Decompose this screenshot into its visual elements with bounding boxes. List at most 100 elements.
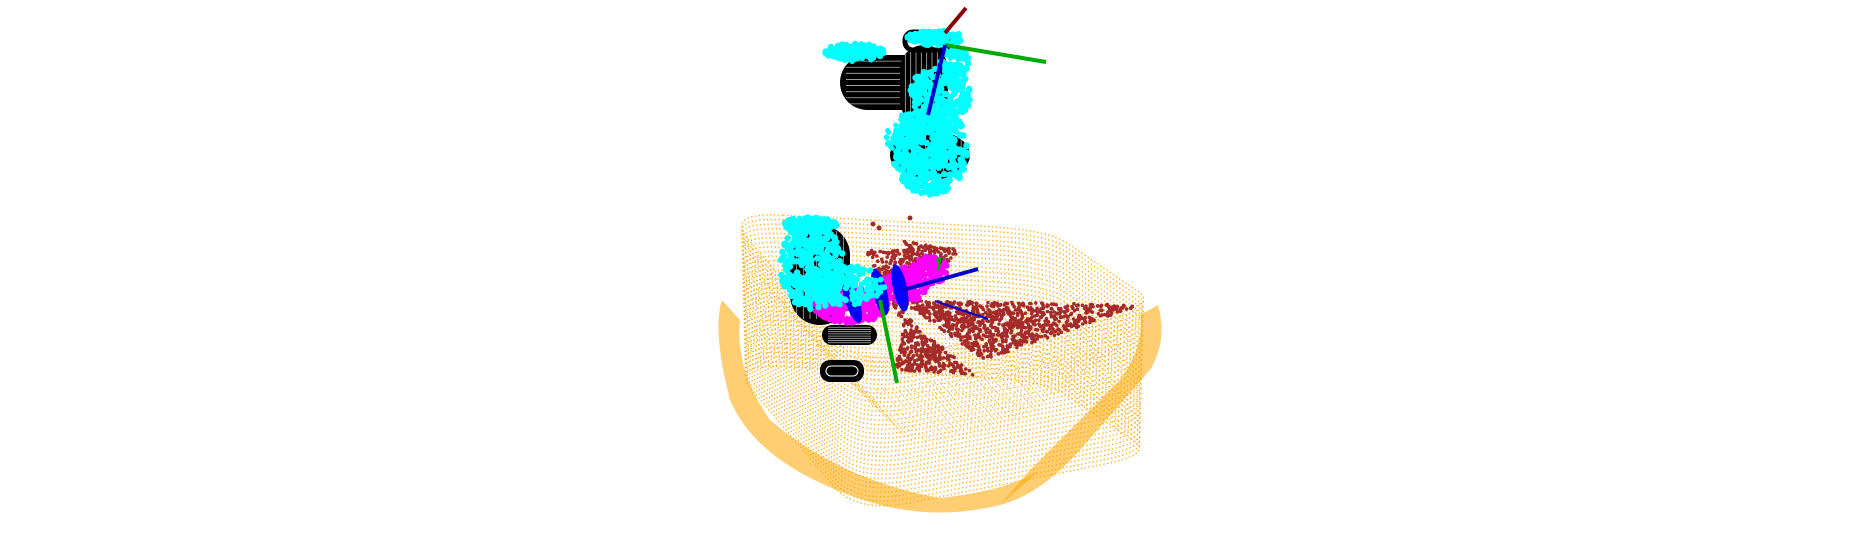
object-point — [916, 367, 921, 371]
contact-point — [921, 180, 929, 187]
object-point — [949, 256, 953, 260]
object-point — [1049, 330, 1054, 335]
object-point — [895, 248, 900, 253]
object-point — [927, 315, 932, 320]
object-point — [917, 245, 921, 250]
object-point — [1046, 322, 1050, 327]
contact-point — [781, 240, 788, 247]
fingertip-point — [831, 318, 838, 325]
object-point — [1039, 310, 1043, 315]
object-point — [1040, 301, 1044, 305]
contact-point — [912, 109, 918, 116]
object-point — [931, 343, 936, 347]
object-point — [963, 317, 968, 321]
object-point — [910, 252, 915, 257]
object-point — [992, 332, 996, 337]
contact-point — [852, 282, 859, 289]
contact-point — [901, 127, 907, 133]
object-point — [945, 312, 950, 316]
contact-point — [966, 85, 973, 93]
object-point — [915, 335, 920, 340]
object-point — [988, 310, 992, 314]
object-point — [1015, 311, 1020, 316]
object-point — [1106, 310, 1110, 314]
contact-point — [893, 127, 899, 133]
contact-point — [911, 118, 918, 124]
object-point — [1046, 319, 1051, 324]
fingertip-point — [887, 295, 894, 302]
contact-point — [893, 122, 899, 128]
contact-point — [911, 151, 918, 157]
object-point — [1047, 327, 1052, 331]
contact-point — [845, 47, 852, 54]
object-point — [961, 313, 966, 317]
contact-point — [917, 84, 925, 91]
contact-point — [886, 141, 892, 147]
object-point — [1023, 326, 1028, 330]
object-point — [941, 346, 945, 351]
object-point — [927, 347, 931, 352]
object-point — [946, 321, 951, 326]
object-point — [1000, 313, 1005, 318]
object-point — [1072, 308, 1077, 313]
object-point — [954, 360, 959, 365]
contact-point — [907, 153, 913, 160]
object-point — [1021, 302, 1025, 307]
upper-gripper-contact-points — [822, 27, 973, 198]
contact-point — [931, 155, 937, 161]
contact-point — [867, 43, 874, 50]
contact-point — [914, 158, 920, 165]
contact-point — [824, 253, 832, 260]
object-point — [932, 370, 936, 374]
object-point — [1008, 318, 1013, 323]
contact-point — [795, 228, 802, 235]
object-point — [1129, 305, 1134, 309]
object-point — [915, 353, 919, 357]
contact-point — [954, 109, 961, 116]
object-point — [915, 363, 920, 367]
contact-point — [820, 280, 827, 287]
contact-point — [822, 50, 829, 57]
object-point — [899, 344, 904, 349]
lower-gripper-axes — [878, 256, 989, 384]
contact-point — [796, 257, 804, 264]
object-point — [960, 342, 965, 346]
tray-wall-contour — [742, 273, 1143, 417]
contact-point — [819, 251, 826, 258]
contact-point — [905, 183, 912, 190]
object-point — [1030, 332, 1034, 336]
contact-point — [938, 152, 945, 158]
contact-point — [915, 165, 921, 171]
object-point — [1066, 328, 1070, 333]
contact-point — [807, 305, 814, 313]
object-point — [1044, 329, 1049, 334]
contact-point — [803, 243, 810, 250]
contact-point — [913, 187, 921, 194]
contact-point — [949, 81, 956, 88]
object-point — [921, 245, 925, 250]
contact-point — [832, 252, 839, 259]
object-point — [1059, 309, 1063, 313]
contact-point — [839, 295, 845, 302]
contact-point — [935, 28, 942, 35]
contact-point — [835, 264, 842, 270]
object-point — [909, 306, 914, 310]
object-point — [891, 252, 896, 256]
object-point — [910, 365, 915, 370]
object-point — [993, 325, 997, 330]
object-point — [1112, 304, 1117, 308]
object-point — [930, 305, 934, 310]
object-point — [1004, 338, 1008, 342]
object-point — [885, 255, 889, 259]
contact-point — [811, 271, 818, 278]
fingertip-point — [917, 260, 924, 267]
lower-gripper-foot — [820, 360, 864, 382]
tray-wall-contour — [744, 337, 1141, 480]
contact-point — [954, 98, 961, 105]
object-point — [909, 245, 913, 250]
object-point — [908, 330, 913, 335]
contact-point — [834, 289, 841, 296]
object-point — [909, 324, 914, 328]
